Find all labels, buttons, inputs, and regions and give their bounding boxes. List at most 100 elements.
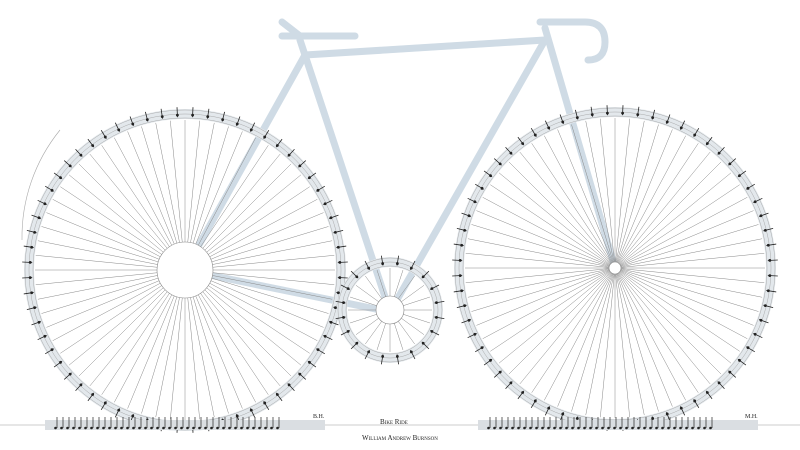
note-head <box>766 243 770 247</box>
spoke <box>531 143 612 264</box>
note-head <box>235 122 239 126</box>
note-head <box>30 245 34 249</box>
spoke <box>585 120 615 263</box>
spoke <box>208 186 310 255</box>
note-head <box>216 426 219 430</box>
note-head <box>746 346 750 350</box>
staff-line <box>341 261 439 359</box>
note-head <box>329 320 333 324</box>
note-head <box>409 350 413 354</box>
spoke <box>403 314 431 324</box>
note-head <box>108 426 111 430</box>
outer-arc <box>21 129 61 241</box>
spoke <box>209 199 318 258</box>
note-head <box>458 274 462 278</box>
note-head <box>607 426 610 430</box>
note-head <box>132 426 135 430</box>
spoke <box>202 153 281 249</box>
note-head <box>746 186 750 190</box>
spoke <box>615 273 645 416</box>
note-head <box>338 276 342 280</box>
spoke <box>206 287 302 366</box>
spoke <box>619 184 740 265</box>
note-head <box>547 126 551 130</box>
note-head <box>685 426 688 430</box>
note-head <box>246 426 249 430</box>
spoke <box>37 240 158 265</box>
note-head <box>336 291 340 295</box>
note-head <box>79 383 83 387</box>
note-head <box>533 399 537 403</box>
note-head <box>467 318 471 322</box>
note-head <box>66 426 69 430</box>
spoke <box>141 126 178 244</box>
spoke <box>617 273 686 401</box>
spoke <box>620 210 754 266</box>
spoke <box>617 273 673 407</box>
note-head <box>561 412 565 416</box>
note-head <box>336 245 340 249</box>
note-head <box>480 186 484 190</box>
note-head <box>28 276 32 280</box>
note-head <box>221 118 225 122</box>
spoke <box>467 268 610 298</box>
spoke <box>618 272 711 385</box>
note-head <box>509 381 513 385</box>
note-head <box>679 426 682 430</box>
note-head <box>759 214 763 218</box>
note-head <box>636 113 640 117</box>
note-head <box>114 426 117 430</box>
note-head <box>738 358 741 362</box>
note-head <box>521 391 525 394</box>
spoke <box>482 197 610 266</box>
note-head <box>206 115 210 119</box>
note-head <box>381 355 385 358</box>
spoke <box>78 289 166 377</box>
spoke <box>89 291 168 387</box>
note-head <box>590 113 594 117</box>
note-head <box>759 318 763 322</box>
rear-wheel <box>22 107 348 433</box>
spoke <box>490 271 611 352</box>
spoke <box>212 240 333 265</box>
note-head <box>342 315 345 319</box>
note-head <box>68 164 72 168</box>
spoke <box>101 293 170 395</box>
note-head <box>499 426 502 430</box>
note-head <box>561 120 565 124</box>
note-head <box>705 142 709 145</box>
spoke <box>204 163 292 251</box>
note-head <box>430 287 434 291</box>
note-head <box>162 426 165 430</box>
spoke <box>141 296 178 414</box>
note-head <box>679 126 683 130</box>
note-head <box>174 426 177 430</box>
spoke <box>60 285 162 354</box>
bicycle-frame <box>181 18 619 316</box>
note-head <box>637 426 640 430</box>
note-head <box>338 260 342 264</box>
note-head <box>511 426 514 430</box>
note-head <box>120 426 123 430</box>
note-head <box>150 426 153 430</box>
note-head <box>249 408 253 412</box>
note-head <box>275 393 279 396</box>
spoke <box>195 295 243 409</box>
note-head <box>430 329 434 333</box>
note-head <box>493 426 496 430</box>
note-head <box>346 329 350 333</box>
spoke <box>620 269 759 312</box>
note-head <box>547 406 551 410</box>
spoke <box>476 270 610 326</box>
note-head <box>575 416 579 420</box>
spoke <box>508 272 611 375</box>
spoke <box>616 273 659 412</box>
note-head <box>661 426 664 430</box>
note-head <box>517 426 520 430</box>
note-head <box>473 200 477 204</box>
spoke <box>127 131 175 245</box>
spoke <box>349 296 377 306</box>
note-head <box>43 334 47 338</box>
spoke <box>187 120 200 243</box>
note-head <box>103 135 107 139</box>
